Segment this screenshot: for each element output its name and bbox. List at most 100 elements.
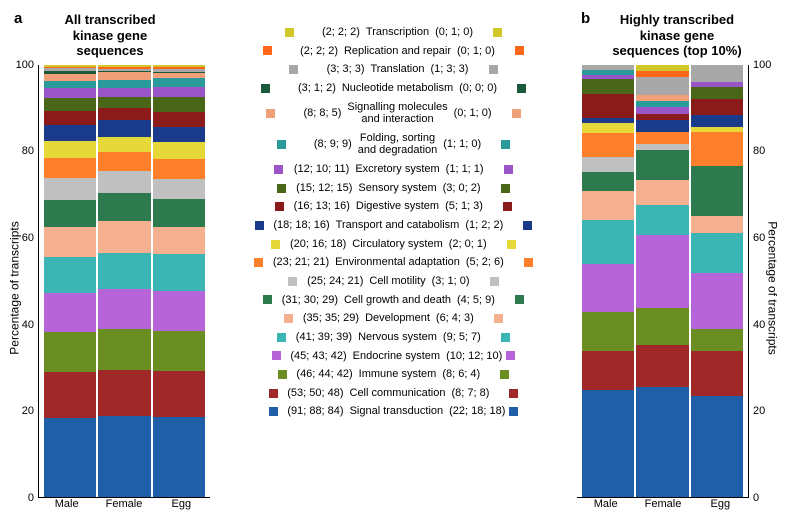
legend-swatch-icon	[261, 84, 270, 93]
bar-segment	[636, 132, 688, 144]
bar-segment	[44, 158, 96, 178]
bar-segment	[582, 220, 634, 264]
y-tick: 40	[753, 319, 765, 331]
stacked-bar	[98, 65, 150, 497]
panel-b-label: b	[581, 10, 590, 27]
y-axis-label-right: Percentage of transcripts	[765, 222, 779, 355]
legend-swatch-icon	[285, 28, 294, 37]
legend-right-counts: (6; 4; 3)	[436, 312, 490, 325]
legend-category-name: Development	[365, 312, 430, 325]
legend-category-name: Folding, sortingand degradation	[358, 132, 438, 157]
bar-segment	[153, 291, 205, 331]
bar-segment	[636, 235, 688, 308]
legend-right-counts: (0; 0; 0)	[459, 82, 513, 95]
legend-left-counts: (46; 44; 42)	[291, 368, 353, 381]
legend-swatch-icon	[509, 389, 518, 398]
legend-category-name: Nucleotide metabolism	[342, 82, 453, 95]
legend-right-counts: (4; 5; 9)	[457, 294, 511, 307]
legend-swatch-icon	[263, 295, 272, 304]
y-tick: 80	[22, 145, 34, 157]
figure-container: a All transcribedkinase genesequences Pe…	[10, 10, 777, 510]
bar-segment	[44, 293, 96, 332]
legend-left-counts: (53; 50; 48)	[282, 387, 344, 400]
legend-swatch-icon	[509, 407, 518, 416]
legend-swatch-icon	[523, 221, 532, 230]
bar-segment	[582, 312, 634, 351]
legend-swatch-icon	[503, 202, 512, 211]
legend-swatch-icon	[493, 28, 502, 37]
bar-segment	[691, 273, 743, 329]
legend-right-counts: (10; 12; 10)	[446, 350, 502, 363]
bar-segment	[44, 98, 96, 111]
x-label: Male	[39, 498, 94, 510]
y-tick: 60	[753, 232, 765, 244]
legend-swatch-icon	[277, 184, 286, 193]
legend-swatch-icon	[275, 202, 284, 211]
bar-segment	[153, 227, 205, 255]
legend-category-name: Transport and catabolism	[336, 219, 460, 232]
bar-segment	[98, 97, 150, 108]
legend-left-counts: (18; 18; 16)	[268, 219, 330, 232]
bar-segment	[582, 157, 634, 172]
bar-segment	[98, 80, 150, 88]
legend-category-name: Signal transduction	[350, 405, 444, 418]
legend-right-counts: (1; 3; 3)	[431, 63, 485, 76]
y-tick: 0	[28, 492, 34, 504]
bar-female	[636, 65, 688, 497]
legend-left-counts: (16; 13; 16)	[288, 200, 350, 213]
bar-segment	[98, 193, 150, 221]
bar-segment	[691, 87, 743, 98]
legend-category-name: Cell growth and death	[344, 294, 451, 307]
bar-segment	[582, 264, 634, 313]
legend-left-counts: (23; 21; 21)	[267, 256, 329, 269]
legend-right-counts: (3; 0; 2)	[443, 182, 497, 195]
legend-category-name: Replication and repair	[344, 45, 451, 58]
legend-swatch-icon	[266, 109, 275, 118]
bar-segment	[98, 289, 150, 329]
legend-category-name: Immune system	[359, 368, 437, 381]
legend-row: (2; 2; 2)Transcription(0; 1; 0)	[210, 26, 577, 39]
legend-left-counts: (8; 8; 5)	[279, 107, 341, 120]
bar-segment	[691, 216, 743, 233]
legend-swatch-icon	[506, 351, 515, 360]
legend-swatch-icon	[278, 370, 287, 379]
bar-segment	[691, 99, 743, 116]
bar-segment	[582, 79, 634, 94]
panel-b: b Highly transcribedkinase genesequences…	[577, 10, 777, 510]
legend-row: (18; 18; 16)Transport and catabolism(1; …	[210, 219, 577, 232]
bar-segment	[98, 152, 150, 171]
x-label: Female	[96, 498, 151, 510]
legend-left-counts: (8; 9; 9)	[290, 138, 352, 151]
bar-segment	[153, 87, 205, 97]
legend-left-counts: (91; 88; 84)	[282, 405, 344, 418]
x-labels-b: MaleFemaleEgg	[577, 498, 777, 510]
legend-category-name: Cell motility	[369, 275, 425, 288]
bar-segment	[636, 308, 688, 345]
legend-left-counts: (15; 12; 15)	[290, 182, 352, 195]
legend-row: (23; 21; 21)Environmental adaptation(5; …	[210, 256, 577, 269]
legend-right-counts: (1; 1; 1)	[446, 163, 500, 176]
legend-right-counts: (8; 7; 8)	[451, 387, 505, 400]
legend-row: (91; 88; 84) Signal transduction (22; 18; …	[210, 405, 577, 418]
bar-segment	[636, 150, 688, 180]
legend-row: (31; 30; 29) Cell growth and death (4; 5; …	[210, 294, 577, 307]
legend-category-name: Digestive system	[356, 200, 439, 213]
stacked-bar	[582, 65, 634, 497]
legend-left-counts: (2; 2; 2)	[298, 26, 360, 39]
bar-segment	[44, 111, 96, 125]
bar-segment	[44, 88, 96, 98]
bars-b	[577, 65, 749, 498]
legend-swatch-icon	[494, 314, 503, 323]
x-label: Female	[635, 498, 690, 510]
bar-segment	[44, 74, 96, 81]
bar-segment	[98, 120, 150, 137]
legend-row: (3; 1; 2) Nucleotide metabolism (0; 0; 0)	[210, 82, 577, 95]
x-label: Egg	[693, 498, 748, 510]
legend-left-counts: (3; 1; 2)	[274, 82, 336, 95]
bar-segment	[153, 179, 205, 199]
legend-left-counts: (31; 30; 29)	[276, 294, 338, 307]
legend-right-counts: (22; 18; 18)	[449, 405, 505, 418]
y-axis-left: Percentage of transcripts 020406080100	[10, 65, 38, 498]
stacked-bar	[636, 65, 688, 497]
bar-segment	[44, 81, 96, 88]
